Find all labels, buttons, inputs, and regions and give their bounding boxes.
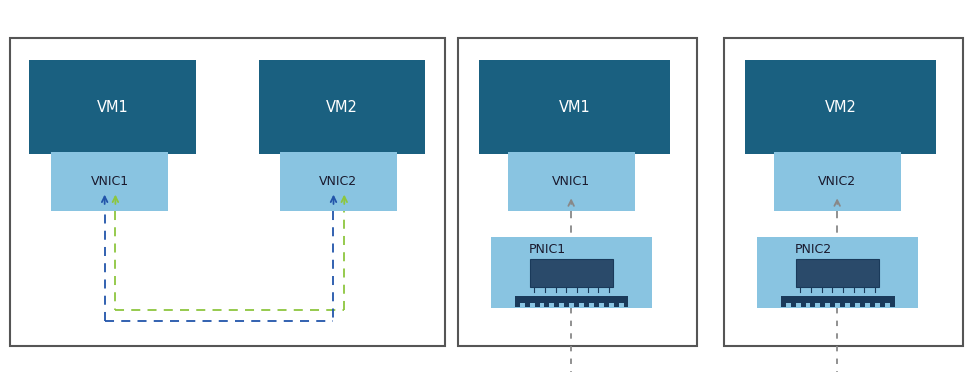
FancyBboxPatch shape	[810, 303, 815, 307]
FancyBboxPatch shape	[279, 152, 397, 211]
FancyBboxPatch shape	[800, 303, 805, 307]
FancyBboxPatch shape	[859, 303, 864, 307]
Text: VNIC2: VNIC2	[319, 175, 357, 188]
FancyBboxPatch shape	[51, 152, 168, 211]
FancyBboxPatch shape	[259, 60, 425, 154]
Text: VM1: VM1	[97, 100, 128, 115]
FancyBboxPatch shape	[564, 303, 569, 307]
FancyBboxPatch shape	[603, 303, 608, 307]
FancyBboxPatch shape	[839, 303, 844, 307]
FancyBboxPatch shape	[490, 237, 652, 308]
Text: PNIC2: PNIC2	[794, 243, 831, 256]
FancyBboxPatch shape	[534, 303, 539, 307]
Text: VM1: VM1	[558, 100, 590, 115]
FancyBboxPatch shape	[829, 303, 834, 307]
FancyBboxPatch shape	[514, 296, 628, 303]
FancyBboxPatch shape	[479, 60, 669, 154]
FancyBboxPatch shape	[613, 303, 618, 307]
FancyBboxPatch shape	[820, 303, 825, 307]
FancyBboxPatch shape	[780, 303, 785, 307]
FancyBboxPatch shape	[29, 60, 195, 154]
FancyBboxPatch shape	[849, 303, 854, 307]
Text: PNIC1: PNIC1	[529, 243, 566, 256]
FancyBboxPatch shape	[524, 303, 530, 307]
FancyBboxPatch shape	[795, 259, 878, 287]
FancyBboxPatch shape	[780, 296, 894, 303]
FancyBboxPatch shape	[544, 303, 549, 307]
FancyBboxPatch shape	[869, 303, 873, 307]
FancyBboxPatch shape	[773, 152, 900, 211]
FancyBboxPatch shape	[623, 303, 628, 307]
FancyBboxPatch shape	[593, 303, 598, 307]
FancyBboxPatch shape	[889, 303, 894, 307]
FancyBboxPatch shape	[507, 152, 634, 211]
FancyBboxPatch shape	[514, 303, 519, 307]
FancyBboxPatch shape	[789, 303, 795, 307]
Text: VNIC2: VNIC2	[818, 175, 855, 188]
Text: VNIC1: VNIC1	[91, 175, 128, 188]
Text: VM2: VM2	[824, 100, 856, 115]
FancyBboxPatch shape	[554, 303, 559, 307]
Text: VM2: VM2	[326, 100, 358, 115]
FancyBboxPatch shape	[744, 60, 935, 154]
FancyBboxPatch shape	[583, 303, 588, 307]
FancyBboxPatch shape	[530, 259, 613, 287]
FancyBboxPatch shape	[756, 237, 917, 308]
FancyBboxPatch shape	[573, 303, 578, 307]
Text: VNIC1: VNIC1	[552, 175, 589, 188]
FancyBboxPatch shape	[878, 303, 884, 307]
